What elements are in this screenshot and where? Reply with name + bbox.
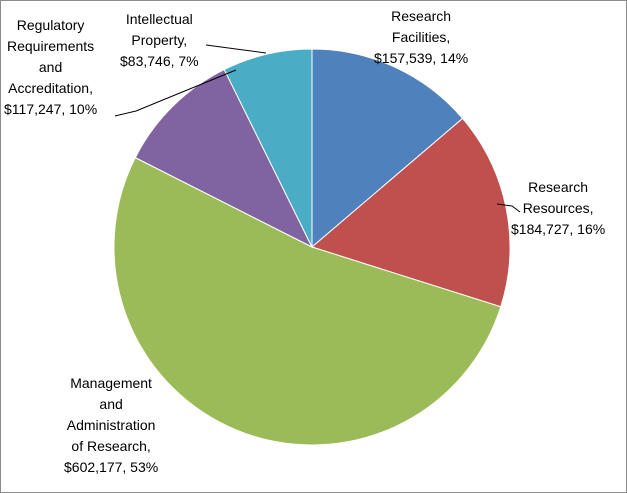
data-label-line: Research (528, 179, 589, 195)
data-label-line: $117,247, 10% (4, 101, 98, 117)
data-label-line: $83,746, 7% (120, 53, 199, 69)
data-label-line: Intellectual (125, 11, 193, 27)
data-label-line: $157,539, 14% (374, 50, 469, 66)
data-label-research-resources: Research Resources, $184,727, 16% (511, 177, 605, 240)
leader-lines (114, 44, 521, 213)
leader-line-intellectual-property (205, 44, 267, 54)
data-label-line: Resources, (522, 200, 594, 216)
data-label-line: Accreditation, (8, 80, 93, 96)
data-label-line: and (99, 396, 123, 412)
data-label-line: Requirements (7, 38, 95, 54)
data-label-line: Regulatory (16, 17, 85, 33)
pie-slice-research-facilities (311, 48, 464, 249)
data-label-intellectual-property: Intellectual Property, $83,746, 7% (120, 9, 199, 72)
data-label-line: Research (391, 8, 452, 24)
data-label-management-administration: Management and Administration of Researc… (64, 373, 158, 478)
data-label-line: $602,177, 53% (64, 459, 159, 475)
data-label-line: $184,727, 16% (511, 221, 606, 237)
data-label-line: Management (70, 375, 152, 391)
leader-line-research-resources (496, 203, 521, 213)
data-label-research-facilities: Research Facilities, $157,539, 14% (374, 6, 468, 69)
data-label-regulatory-requirements: Regulatory Requirements and Accreditatio… (4, 15, 97, 120)
pie-slice-management-and-administration-of-research (113, 156, 502, 446)
leader-line-regulatory-requirements (114, 69, 237, 117)
data-label-line: of Research, (71, 438, 151, 454)
data-label-line: Administration (66, 417, 156, 433)
data-label-line: Facilities, (391, 29, 451, 45)
pie-slice-research-resources (310, 117, 511, 308)
data-label-line: Property, (131, 32, 188, 48)
pie-slices (113, 48, 511, 446)
pie-slice-intellectual-property (223, 48, 313, 248)
data-label-line: and (38, 59, 63, 75)
pie-slice-regulatory-requirements-and-accreditation (134, 68, 314, 249)
